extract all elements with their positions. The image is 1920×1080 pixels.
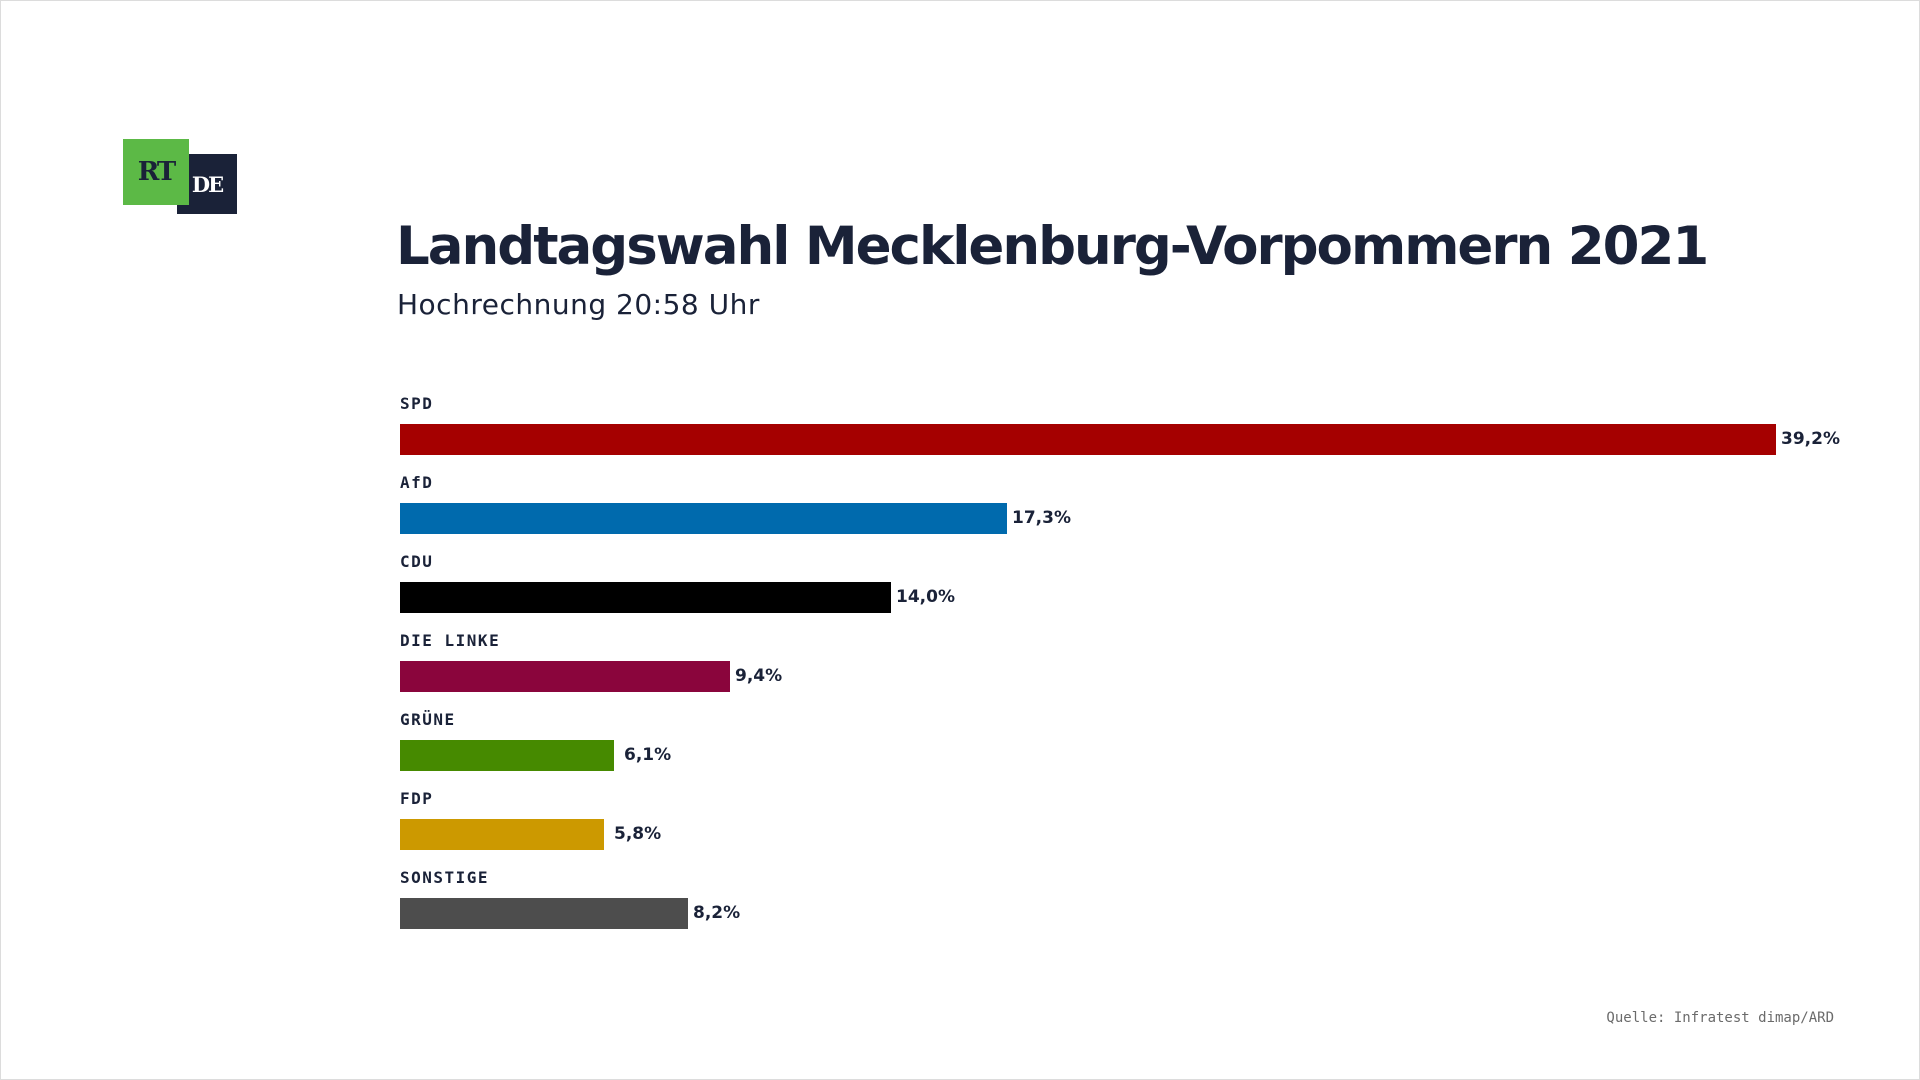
logo-rt-block: RT: [123, 139, 189, 205]
value-label-fdp: 5,8%: [614, 824, 662, 844]
category-label-cdu: CDU: [400, 552, 434, 571]
source-note: Quelle: Infratest dimap/ARD: [1606, 1010, 1834, 1026]
bar-sonstige: [400, 898, 688, 929]
bar-gruene: [400, 740, 614, 771]
chart-subtitle: Hochrechnung 20:58 Uhr: [397, 288, 760, 321]
category-label-gruene: GRÜNE: [400, 710, 456, 729]
value-label-cdu: 14,0%: [896, 587, 955, 607]
bar-fdp: [400, 819, 604, 850]
rt-de-logo: DE RT: [123, 139, 239, 215]
category-label-spd: SPD: [400, 394, 434, 413]
value-label-afd: 17,3%: [1012, 508, 1071, 528]
bar-afd: [400, 503, 1007, 534]
bar-spd: [400, 424, 1776, 455]
category-label-die-linke: DIE LINKE: [400, 631, 501, 650]
value-label-sonstige: 8,2%: [693, 903, 741, 923]
category-label-fdp: FDP: [400, 789, 434, 808]
value-label-spd: 39,2%: [1781, 429, 1840, 449]
category-label-afd: AfD: [400, 473, 434, 492]
bar-die-linke: [400, 661, 730, 692]
bar-cdu: [400, 582, 891, 613]
category-label-sonstige: SONSTIGE: [400, 868, 490, 887]
value-label-die-linke: 9,4%: [735, 666, 783, 686]
chart-title: Landtagswahl Mecklenburg-Vorpommern 2021: [396, 216, 1709, 277]
value-label-gruene: 6,1%: [624, 745, 672, 765]
